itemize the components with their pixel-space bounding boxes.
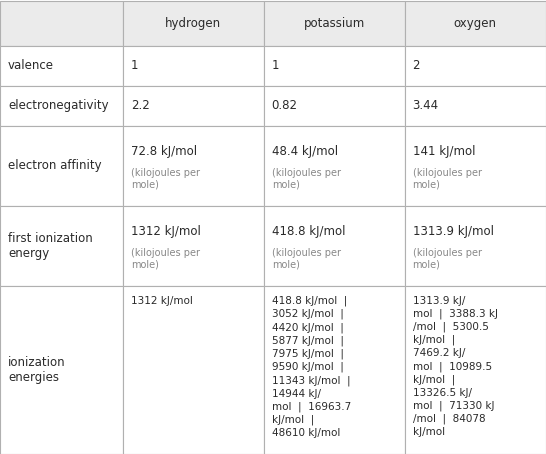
Bar <box>0 0 123 45</box>
Text: electron affinity: electron affinity <box>8 159 102 172</box>
Text: 418.8 kJ/mol  |
3052 kJ/mol  |
4420 kJ/mol  |
5877 kJ/mol  |
7975 kJ/mol  |
9590: 418.8 kJ/mol | 3052 kJ/mol | 4420 kJ/mol… <box>272 296 351 438</box>
Bar <box>0 206 123 286</box>
Bar <box>264 85 405 125</box>
Text: first ionization
energy: first ionization energy <box>8 232 93 260</box>
Bar <box>264 45 405 85</box>
Text: potassium: potassium <box>304 16 365 30</box>
Text: (kilojoules per
mole): (kilojoules per mole) <box>272 168 341 190</box>
Text: (kilojoules per
mole): (kilojoules per mole) <box>413 168 482 190</box>
Text: 1312 kJ/mol: 1312 kJ/mol <box>131 225 201 237</box>
Text: 48.4 kJ/mol: 48.4 kJ/mol <box>272 145 338 158</box>
Text: hydrogen: hydrogen <box>165 16 221 30</box>
Bar <box>405 45 546 85</box>
Text: 0.82: 0.82 <box>272 99 298 112</box>
Text: 141 kJ/mol: 141 kJ/mol <box>413 145 475 158</box>
Bar <box>0 45 123 85</box>
Bar <box>264 0 405 45</box>
Bar <box>123 45 264 85</box>
Bar <box>0 286 123 454</box>
Bar <box>405 125 546 206</box>
Bar <box>405 85 546 125</box>
Text: valence: valence <box>8 59 54 72</box>
Bar <box>264 286 405 454</box>
Text: 72.8 kJ/mol: 72.8 kJ/mol <box>131 145 197 158</box>
Text: ionization
energies: ionization energies <box>8 355 66 384</box>
Text: 1: 1 <box>272 59 279 72</box>
Text: 1313.9 kJ/mol: 1313.9 kJ/mol <box>413 225 494 237</box>
Text: (kilojoules per
mole): (kilojoules per mole) <box>131 168 200 190</box>
Text: (kilojoules per
mole): (kilojoules per mole) <box>413 248 482 270</box>
Bar <box>405 0 546 45</box>
Text: 1313.9 kJ/
mol  |  3388.3 kJ
/mol  |  5300.5
kJ/mol  |
7469.2 kJ/
mol  |  10989.: 1313.9 kJ/ mol | 3388.3 kJ /mol | 5300.5… <box>413 296 497 437</box>
Text: oxygen: oxygen <box>454 16 497 30</box>
Bar <box>123 125 264 206</box>
Bar <box>123 0 264 45</box>
Bar <box>123 206 264 286</box>
Text: electronegativity: electronegativity <box>8 99 109 112</box>
Bar <box>264 206 405 286</box>
Bar <box>405 286 546 454</box>
Bar <box>0 85 123 125</box>
Text: 3.44: 3.44 <box>413 99 439 112</box>
Text: 418.8 kJ/mol: 418.8 kJ/mol <box>272 225 345 237</box>
Bar <box>264 125 405 206</box>
Bar <box>0 125 123 206</box>
Text: 2.2: 2.2 <box>131 99 150 112</box>
Bar <box>123 286 264 454</box>
Text: 2: 2 <box>413 59 420 72</box>
Text: (kilojoules per
mole): (kilojoules per mole) <box>272 248 341 270</box>
Bar <box>123 85 264 125</box>
Text: (kilojoules per
mole): (kilojoules per mole) <box>131 248 200 270</box>
Text: 1: 1 <box>131 59 138 72</box>
Text: 1312 kJ/mol: 1312 kJ/mol <box>131 296 193 306</box>
Bar <box>405 206 546 286</box>
